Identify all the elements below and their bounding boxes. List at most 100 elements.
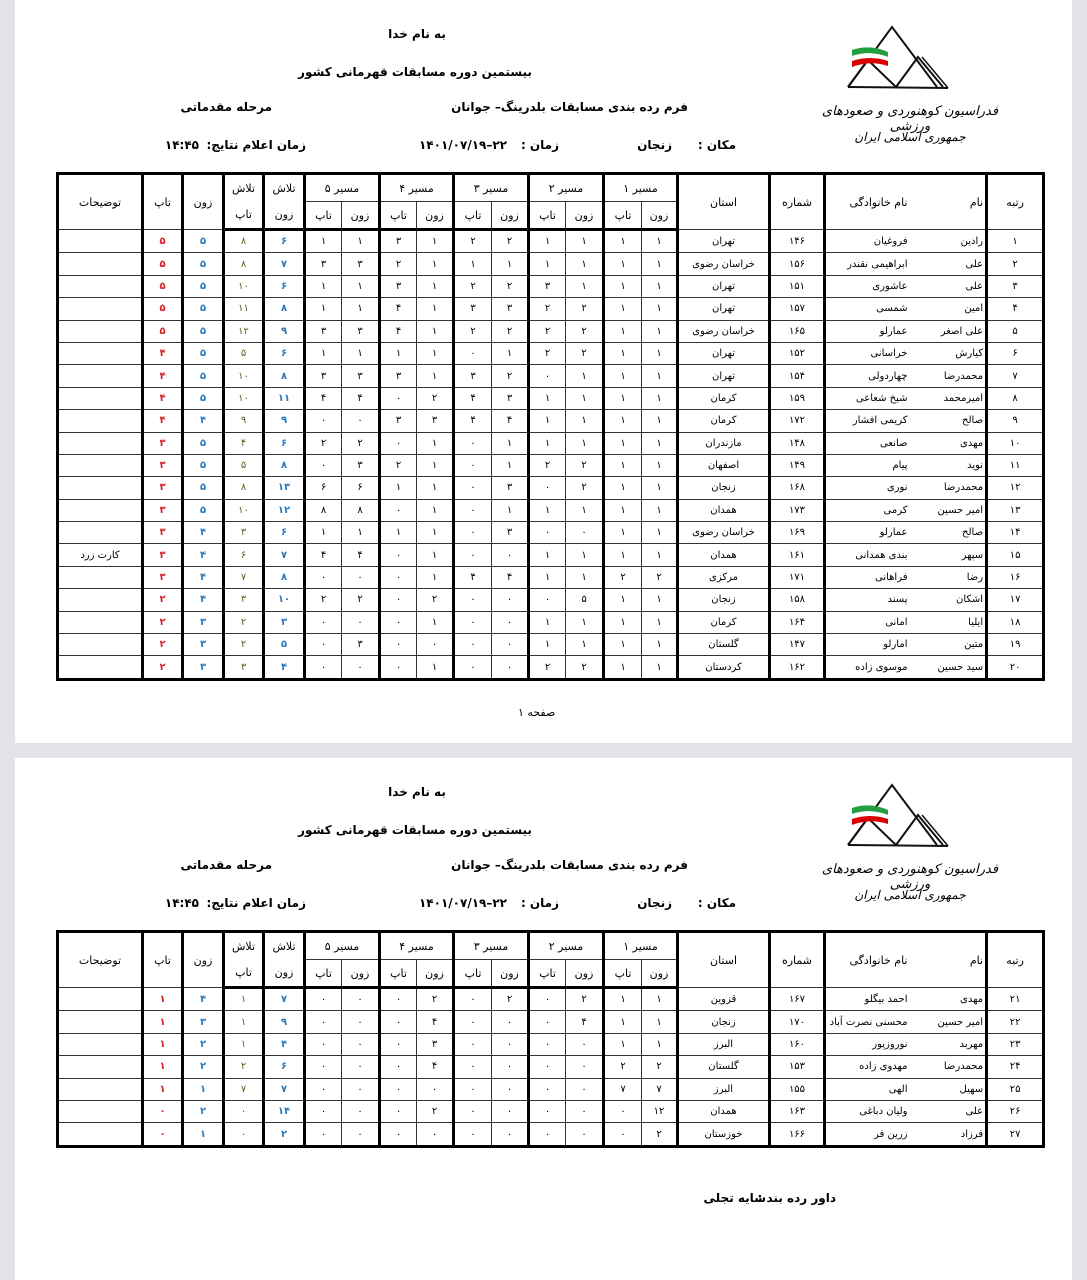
- cell-zone-total: ۲: [181, 1055, 224, 1079]
- cell-top-total: ۵: [141, 297, 183, 321]
- cell-r5-top: ۱: [303, 274, 342, 299]
- cell-attempts-zone: ۱۱: [262, 386, 305, 411]
- cell-rank: ۱۱: [985, 453, 1045, 478]
- cell-number: ۱۵۵: [768, 1077, 825, 1101]
- cell-r4-top: ۲: [378, 252, 417, 276]
- cell-province: خراسان رضوی: [676, 319, 770, 343]
- cell-rank: ۱۳: [985, 498, 1045, 523]
- cell-r4-top: ۳: [378, 228, 417, 254]
- cell-top-total: ۲: [141, 610, 183, 635]
- judge-name: سایه تجلی: [703, 1191, 766, 1205]
- header-number: شماره: [768, 931, 825, 988]
- cell-r1-zone: ۲: [641, 1055, 678, 1079]
- header-attempts-zone-b: زون: [262, 959, 305, 989]
- bismillah: به نام خدا: [388, 785, 446, 799]
- cell-attempts-top: ۱۲: [222, 319, 264, 343]
- cell-notes: [57, 386, 143, 411]
- place-label: مکان :: [697, 138, 736, 152]
- cell-number: ۱۷۳: [768, 498, 825, 523]
- cell-r1-top: ۱: [602, 633, 642, 657]
- cell-r2-zone: ۰: [565, 1055, 604, 1079]
- cell-name: سپهر: [937, 543, 988, 567]
- logo-line2: جمهوری اسلامی ایران: [854, 888, 966, 902]
- cell-r4-zone: ۱: [416, 319, 454, 343]
- table-row: ۱۷ اشکان پسند ۱۵۸ زنجان ۱ ۱ ۵ ۰ ۰ ۰ ۲ ۰ ۲ ۲ ۱۰ ۳ ۴ ۲: [57, 588, 1045, 612]
- cell-notes: [57, 1077, 143, 1101]
- page-1: فدراسیون کوهنوردی و صعودهای ورزشی جمهوری…: [15, 0, 1072, 743]
- cell-rank: ۵: [985, 319, 1045, 343]
- cell-r3-top: ۴: [452, 565, 492, 590]
- cell-r4-zone: ۱: [416, 431, 454, 455]
- cell-family: نوری: [823, 476, 938, 500]
- cell-zone-total: ۳: [181, 1010, 224, 1034]
- cell-r1-zone: ۱: [641, 1010, 678, 1034]
- cell-notes: [57, 1032, 143, 1057]
- cell-attempts-top: ۳: [222, 521, 264, 545]
- federation-logo: فدراسیون کوهنوردی و صعودهای ورزشی جمهوری…: [820, 22, 1000, 172]
- cell-family: فراهانی: [823, 565, 938, 590]
- cell-r2-zone: ۱: [565, 543, 604, 567]
- cell-r1-zone: ۱: [641, 986, 678, 1012]
- cell-r5-zone: ۰: [341, 1032, 380, 1057]
- cell-r5-top: ۶: [303, 476, 342, 500]
- table-row: ۱۳ امیر حسین کرمی ۱۷۳ همدان ۱ ۱ ۱ ۱ ۱ ۰ ۱ ۰ ۸ ۸ ۱۲ ۱۰ ۵ ۳: [57, 498, 1045, 523]
- cell-family: خراسانی: [823, 341, 938, 366]
- header-r2-top: تاپ: [527, 201, 566, 231]
- cell-name: رادین: [937, 228, 988, 254]
- cell-rank: ۸: [985, 386, 1045, 411]
- date-label: زمان :: [520, 138, 559, 152]
- event-title: بیستمین دوره مسابقات قهرمانی کشور: [298, 65, 532, 79]
- cell-r1-zone: ۱: [641, 431, 678, 455]
- cell-name: امین: [937, 297, 988, 321]
- header-attempts-zone-a: تلاش: [262, 931, 305, 960]
- cell-province: تهران: [676, 364, 770, 388]
- cell-r2-top: ۰: [527, 1077, 566, 1101]
- header-attempts-top-b: تاپ: [222, 959, 264, 989]
- cell-attempts-zone: ۷: [262, 543, 305, 567]
- cell-r2-top: ۰: [527, 521, 566, 545]
- cell-r5-top: ۰: [303, 1122, 342, 1147]
- cell-zone-total: ۵: [181, 252, 224, 276]
- cell-r4-zone: ۱: [416, 453, 454, 478]
- cell-r4-zone: ۱: [416, 228, 454, 254]
- header-family: نام خانوادگی: [823, 931, 938, 988]
- cell-r1-zone: ۱: [641, 453, 678, 478]
- cell-r2-zone: ۱: [565, 228, 604, 254]
- cell-r3-zone: ۰: [491, 1122, 529, 1147]
- cell-rank: ۶: [985, 341, 1045, 366]
- cell-r1-zone: ۷: [641, 1077, 678, 1101]
- cell-attempts-top: ۵: [222, 453, 264, 478]
- cell-r4-zone: ۱: [416, 498, 454, 523]
- table-row: ۶ کیارش خراسانی ۱۵۲ تهران ۱ ۱ ۲ ۲ ۱ ۰ ۱ ۱ ۱ ۱ ۶ ۵ ۵ ۴: [57, 341, 1045, 366]
- cell-r2-top: ۱: [527, 610, 566, 635]
- cell-name: مهربد: [937, 1032, 988, 1057]
- cell-zone-total: ۱: [181, 1077, 224, 1101]
- cell-r5-top: ۴: [303, 386, 342, 411]
- cell-notes: [57, 588, 143, 612]
- cell-notes: [57, 297, 143, 321]
- form-title: فرم رده بندی مسابقات بلدرینگ– جوانان: [451, 100, 688, 114]
- cell-attempts-zone: ۶: [262, 228, 305, 254]
- cell-r5-zone: ۴: [341, 386, 380, 411]
- cell-r5-top: ۱: [303, 228, 342, 254]
- cell-family: صانعی: [823, 431, 938, 455]
- cell-r4-zone: ۲: [416, 986, 454, 1012]
- cell-name: امیر حسین: [937, 498, 988, 523]
- cell-r5-top: ۰: [303, 986, 342, 1012]
- table-row: ۱ رادین فروغیان ۱۴۶ تهران ۱ ۱ ۱ ۱ ۲ ۲ ۱ ۳ ۱ ۱ ۶ ۸ ۵ ۵: [57, 228, 1045, 254]
- cell-r2-top: ۱: [527, 498, 566, 523]
- cell-name: مهدی: [937, 431, 988, 455]
- cell-r1-top: ۱: [602, 1032, 642, 1057]
- cell-r2-top: ۰: [527, 1055, 566, 1079]
- cell-r3-zone: ۲: [491, 274, 529, 299]
- cell-top-total: ۳: [141, 498, 183, 523]
- cell-r3-zone: ۱: [491, 252, 529, 276]
- cell-attempts-zone: ۶: [262, 341, 305, 366]
- cell-rank: ۱۸: [985, 610, 1045, 635]
- cell-r2-zone: ۱: [565, 274, 604, 299]
- cell-r5-zone: ۰: [341, 409, 380, 433]
- cell-name: محمدرضا: [937, 476, 988, 500]
- cell-r5-top: ۰: [303, 409, 342, 433]
- cell-r3-zone: ۳: [491, 297, 529, 321]
- cell-r2-zone: ۱: [565, 633, 604, 657]
